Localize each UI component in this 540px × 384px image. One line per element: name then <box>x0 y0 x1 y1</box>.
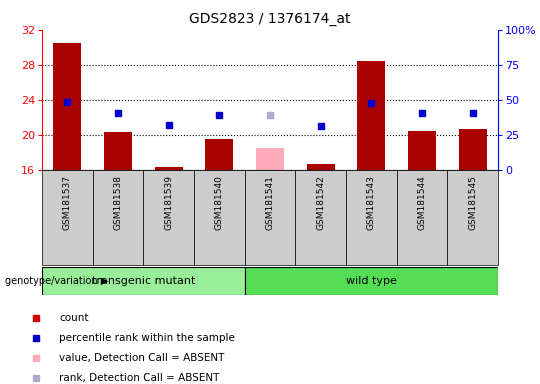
Bar <box>42 170 93 265</box>
Text: rank, Detection Call = ABSENT: rank, Detection Call = ABSENT <box>59 373 220 383</box>
Text: percentile rank within the sample: percentile rank within the sample <box>59 333 235 343</box>
Bar <box>205 139 233 170</box>
Text: GSM181540: GSM181540 <box>215 175 224 230</box>
Text: genotype/variation ▶: genotype/variation ▶ <box>5 276 109 286</box>
Text: GSM181539: GSM181539 <box>164 175 173 230</box>
Bar <box>155 167 183 170</box>
Text: GSM181543: GSM181543 <box>367 175 376 230</box>
Bar <box>447 170 498 265</box>
Bar <box>397 170 447 265</box>
Bar <box>295 170 346 265</box>
Bar <box>459 129 487 170</box>
Text: GSM181544: GSM181544 <box>417 175 427 230</box>
Text: GSM181542: GSM181542 <box>316 175 325 230</box>
Text: value, Detection Call = ABSENT: value, Detection Call = ABSENT <box>59 353 225 363</box>
Text: GSM181545: GSM181545 <box>468 175 477 230</box>
Text: count: count <box>59 313 89 323</box>
Bar <box>93 170 143 265</box>
Bar <box>42 267 245 295</box>
Bar <box>346 170 397 265</box>
Text: wild type: wild type <box>346 276 397 286</box>
Text: transgenic mutant: transgenic mutant <box>92 276 195 286</box>
Bar <box>245 267 498 295</box>
Text: GSM181541: GSM181541 <box>266 175 274 230</box>
Bar <box>307 164 335 170</box>
Bar <box>256 148 284 170</box>
Text: GSM181537: GSM181537 <box>63 175 72 230</box>
Text: GSM181538: GSM181538 <box>113 175 123 230</box>
Bar <box>408 131 436 170</box>
Bar <box>104 132 132 170</box>
Bar <box>143 170 194 265</box>
Bar <box>245 170 295 265</box>
Bar <box>357 61 385 170</box>
Bar <box>194 170 245 265</box>
Bar <box>53 43 81 170</box>
Title: GDS2823 / 1376174_at: GDS2823 / 1376174_at <box>189 12 351 26</box>
